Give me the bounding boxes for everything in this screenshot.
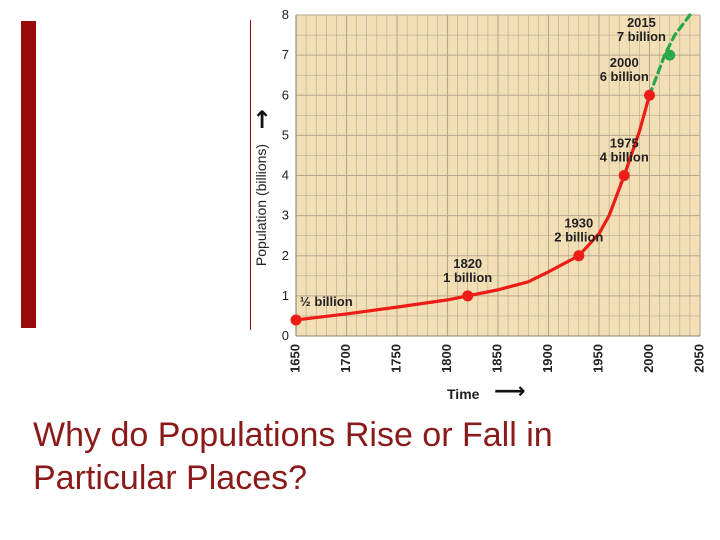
annotation-line: 4 billion — [600, 149, 649, 164]
data-point-marker — [664, 49, 676, 61]
arrow-right-icon: ⟶ — [494, 379, 526, 400]
x-tick-label: 1700 — [338, 344, 353, 373]
data-point-marker — [290, 314, 302, 326]
x-tick-label: 1850 — [489, 344, 504, 373]
x-tick-label: 1900 — [540, 344, 555, 373]
y-tick-label: 8 — [282, 7, 289, 22]
annotation-label: 1820 1 billion — [443, 256, 492, 285]
x-tick-label: 2050 — [691, 344, 706, 373]
annotation-label: ½ billion — [300, 294, 353, 309]
y-tick-label: 4 — [282, 168, 289, 183]
accent-bar — [21, 21, 36, 328]
y-tick-label: 1 — [282, 288, 289, 303]
x-tick-label: 1750 — [388, 344, 403, 373]
annotation-line: 2000 — [610, 55, 639, 70]
population-chart: 0 1 2 3 4 5 6 7 8 1650 1700 1750 1800 1850 1900 1950 200… — [252, 7, 706, 400]
annotation-label: 1930 2 billion — [554, 216, 603, 245]
y-tick-label: 0 — [282, 328, 289, 343]
annotation-line: 2015 — [627, 15, 656, 30]
y-tick-label: 3 — [282, 208, 289, 223]
annotation-line: 2 billion — [554, 230, 603, 245]
x-tick-label: 2000 — [641, 344, 656, 373]
y-tick-label: 5 — [282, 127, 289, 142]
annotation-line: 1975 — [610, 135, 639, 150]
annotation-line: 7 billion — [617, 29, 666, 44]
x-axis-title: Time — [447, 386, 480, 400]
data-point-marker — [573, 250, 585, 262]
divider-line — [250, 20, 251, 330]
annotation-label: 2000 6 billion — [600, 55, 649, 84]
slide-title-line-1: Why do Populations Rise or Fall in — [33, 416, 553, 454]
annotation-line: 6 billion — [600, 69, 649, 84]
projection-line — [647, 13, 692, 97]
annotation-line: 1930 — [564, 216, 593, 231]
data-point-marker — [618, 170, 630, 181]
slide-title-line-2: Particular Places? — [33, 459, 308, 497]
annotation-label: 2015 7 billion — [617, 15, 666, 44]
y-axis-title: Population (billions) — [253, 144, 269, 266]
y-tick-label: 6 — [282, 87, 289, 102]
data-point-marker — [462, 290, 474, 302]
annotation-line: ½ billion — [300, 294, 353, 309]
annotation-line: 1 billion — [443, 270, 492, 285]
data-point-marker — [644, 89, 655, 101]
x-tick-label: 1800 — [439, 344, 454, 373]
x-tick-label: 1950 — [590, 344, 605, 373]
y-tick-label: 7 — [282, 47, 289, 62]
slide-title: Why do Populations Rise or Fall in Parti… — [33, 414, 693, 500]
annotation-line: 1820 — [453, 256, 482, 271]
y-tick-label: 2 — [282, 248, 289, 263]
annotation-label: 1975 4 billion — [600, 135, 649, 164]
x-tick-label: 1650 — [287, 344, 302, 373]
arrow-up-icon: ↑ — [252, 106, 272, 134]
